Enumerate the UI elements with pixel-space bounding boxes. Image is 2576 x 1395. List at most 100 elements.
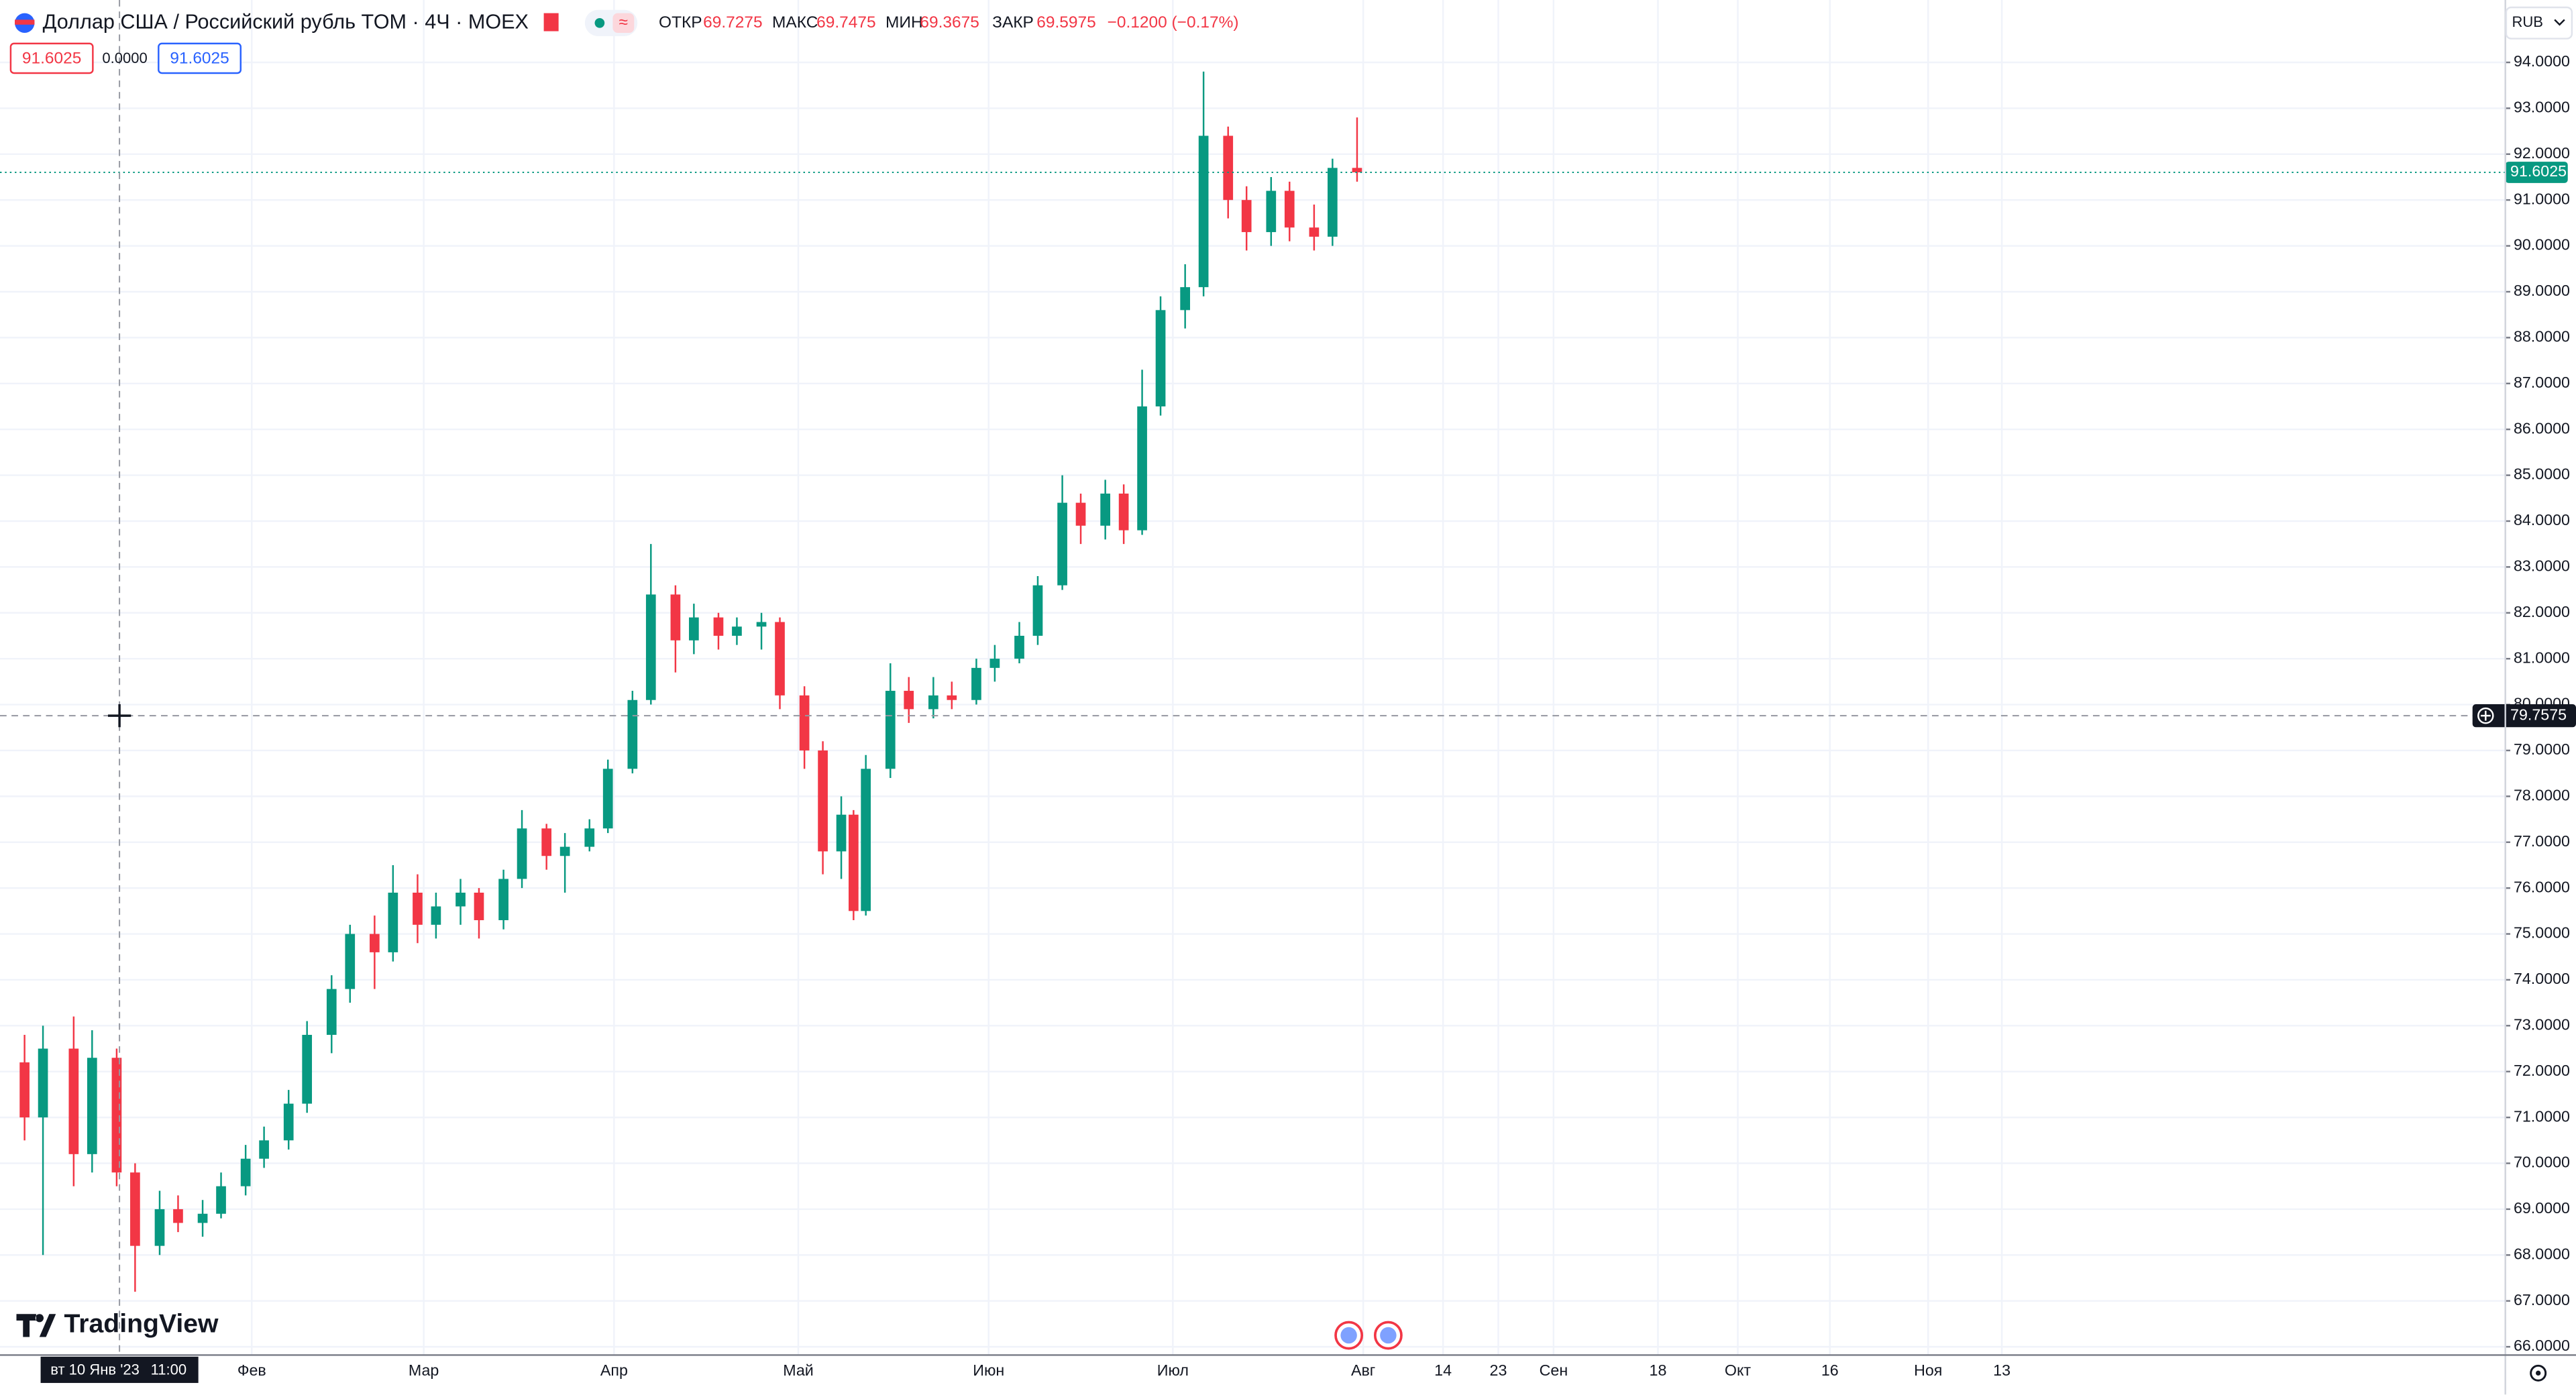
y-tick-label: 91.0000: [2514, 190, 2570, 207]
brand[interactable]: TradingView: [64, 1310, 219, 1339]
candle-body: [836, 814, 847, 852]
y-tick-label: 85.0000: [2514, 465, 2570, 483]
change: −0.1200 (−0.17%): [1108, 13, 1239, 32]
y-tick-label: 78.0000: [2514, 786, 2570, 803]
x-tick-label: 14: [1434, 1361, 1452, 1379]
candle-body: [1180, 287, 1191, 311]
y-tick-label: 79.0000: [2514, 740, 2570, 758]
chart-title[interactable]: Доллар США / Российский рубль TOM · 4Ч ·…: [43, 10, 529, 33]
candle-body: [947, 695, 957, 700]
candle-body: [602, 769, 613, 829]
candle-body: [474, 892, 484, 921]
x-tick-label: Мар: [409, 1361, 439, 1379]
candle-body: [885, 691, 896, 769]
y-tick-label: 81.0000: [2514, 649, 2570, 666]
candle-body: [240, 1158, 251, 1186]
y-tick-label: 72.0000: [2514, 1062, 2570, 1079]
y-tick-label: 76.0000: [2514, 878, 2570, 895]
candle-body: [345, 934, 356, 989]
tv-logo[interactable]: [16, 1314, 56, 1337]
legend-label: МИН: [885, 13, 923, 32]
x-tick-label: 18: [1650, 1361, 1667, 1379]
y-tick-label: 89.0000: [2514, 282, 2570, 299]
candle-body: [928, 695, 938, 710]
x-tick-label: Сен: [1540, 1361, 1568, 1379]
y-tick-label: 90.0000: [2514, 236, 2570, 254]
candle-body: [1266, 190, 1277, 233]
currency-button[interactable]: [2505, 6, 2573, 40]
candle-body: [1309, 227, 1320, 237]
y-tick-label: 77.0000: [2514, 832, 2570, 850]
y-tick-label: 86.0000: [2514, 419, 2570, 437]
y-tick-label: 94.0000: [2514, 52, 2570, 70]
settings-icon-center: [2536, 1370, 2541, 1376]
currency[interactable]: RUB: [2512, 13, 2543, 30]
symbol-icon-flag: [15, 19, 35, 25]
sell-box[interactable]: [9, 42, 94, 74]
candle-body: [68, 1048, 79, 1154]
x-tick-label: 23: [1490, 1361, 1507, 1379]
candle-body: [19, 1062, 30, 1118]
candle-body: [1223, 135, 1234, 201]
legend-value: 69.3675: [920, 13, 979, 32]
candle-body: [388, 892, 398, 952]
y-tick-label: 70.0000: [2514, 1154, 2570, 1171]
y-tick-label: 92.0000: [2514, 144, 2570, 162]
candle-body: [87, 1058, 97, 1154]
y-tick-label: 71.0000: [2514, 1107, 2570, 1125]
crosshair-cursor: [107, 704, 131, 728]
candle-body: [1327, 168, 1338, 237]
candle-body: [670, 594, 681, 640]
add-alert-icon[interactable]: [2477, 707, 2494, 724]
x-tick-label: Окт: [1725, 1361, 1752, 1379]
crosshair-date: вт 10 Янв '23: [50, 1361, 140, 1378]
candle-body: [1100, 493, 1111, 526]
candle-body: [259, 1140, 269, 1159]
candle-body: [370, 934, 380, 952]
status-dot: [594, 17, 605, 28]
y-tick-label: 82.0000: [2514, 603, 2570, 620]
buy-box[interactable]: [158, 42, 241, 74]
candle-body: [689, 617, 699, 640]
sell-price[interactable]: 91.6025: [22, 50, 81, 68]
candle-body: [775, 622, 785, 695]
candle-body: [197, 1213, 208, 1223]
status-icon: [612, 13, 635, 33]
candle-body: [756, 622, 767, 627]
x-tick-label: Авг: [1351, 1361, 1375, 1379]
x-tick-label: Июл: [1157, 1361, 1189, 1379]
x-tick-label: 13: [1993, 1361, 2010, 1379]
currency-arrow: [2554, 19, 2565, 26]
spread: 0.0000: [102, 50, 147, 66]
candle-body: [1241, 200, 1252, 233]
event-icon-flag: [1340, 1327, 1357, 1344]
legend-label: МАКС: [772, 13, 818, 32]
flag-icon[interactable]: [543, 13, 559, 32]
settings-icon[interactable]: [2530, 1364, 2547, 1382]
candle-body: [584, 828, 595, 847]
candle-body: [517, 828, 527, 879]
x-tick-label: Ноя: [1914, 1361, 1942, 1379]
candle-body: [154, 1209, 165, 1246]
y-tick-label: 74.0000: [2514, 970, 2570, 987]
candle-body: [1198, 135, 1209, 288]
buy-price[interactable]: 91.6025: [170, 50, 229, 68]
x-tick-label: 16: [1821, 1361, 1839, 1379]
candle-body: [989, 659, 1000, 668]
candle-body: [818, 750, 828, 852]
legend-value: 69.7275: [703, 13, 762, 32]
legend-value: 69.7475: [816, 13, 875, 32]
candle-body: [1014, 635, 1024, 659]
candle-body: [559, 846, 570, 856]
candles: [19, 71, 1362, 1292]
candle-body: [283, 1103, 294, 1141]
candle-body: [1155, 310, 1166, 406]
crosshair-price-tag[interactable]: [2472, 704, 2576, 728]
candle-body: [799, 695, 810, 750]
add-alert-plus: [2480, 710, 2491, 721]
x-tick-label: Апр: [600, 1361, 628, 1379]
